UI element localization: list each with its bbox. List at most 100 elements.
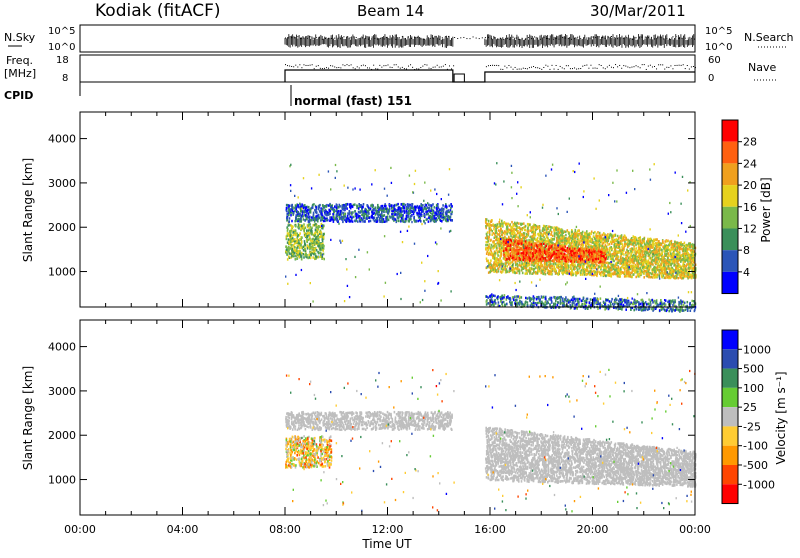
scatter-cell — [408, 206, 410, 209]
scatter-cell — [295, 234, 297, 237]
noise-search-dot — [362, 37, 363, 38]
nave-dot — [326, 67, 327, 68]
scatter-cell — [330, 208, 332, 211]
scatter-cell — [685, 275, 687, 278]
scatter-cell — [639, 250, 641, 253]
nave-dot — [644, 64, 645, 65]
noise-search-dot — [537, 38, 538, 39]
scatter-cell — [616, 251, 618, 254]
scatter-cell — [323, 210, 325, 213]
scatter-cell — [443, 210, 445, 213]
nave-dot — [338, 67, 339, 68]
scatter-cell — [290, 224, 292, 227]
noise-search-dot — [390, 39, 391, 40]
scatter-cell — [498, 264, 500, 267]
scatter-cell — [303, 253, 305, 256]
noise-search-dot — [596, 37, 597, 38]
scatter-cell — [295, 225, 297, 228]
nave-dot — [385, 65, 386, 66]
scatter-cell — [339, 218, 341, 221]
scatter-cell — [290, 234, 292, 237]
noise-search-dot — [672, 36, 673, 37]
scatter-cell — [521, 266, 523, 269]
nave-dot — [599, 64, 600, 65]
scatter-cell — [304, 243, 306, 246]
scatter-cell — [392, 217, 394, 220]
scatter-cell — [508, 247, 510, 250]
nave-dot — [519, 69, 520, 70]
scatter-cell — [350, 216, 352, 219]
nave-dot — [574, 67, 575, 68]
noise-search-dot — [337, 38, 338, 39]
noise-search-dot — [334, 38, 335, 39]
scatter-cell — [319, 231, 321, 234]
scatter-cell — [529, 224, 531, 227]
scatter-cell — [519, 261, 521, 264]
nave-dot — [332, 66, 333, 67]
scatter-cell — [427, 206, 429, 209]
scatter-cell — [626, 275, 628, 278]
nave-dot — [605, 68, 606, 69]
noise-search-dot — [589, 38, 590, 39]
scatter-cell — [434, 212, 436, 215]
scatter-cell — [573, 236, 575, 239]
scatter-cell — [430, 210, 432, 213]
noise-search-dot — [365, 38, 366, 39]
scatter-cell — [352, 220, 354, 223]
scatter-cell — [301, 236, 303, 239]
scatter-cell — [580, 240, 582, 243]
scatter-cell — [358, 203, 360, 206]
scatter-cell — [356, 207, 358, 210]
scatter-cell — [309, 221, 311, 224]
noise-search-dot — [685, 38, 686, 39]
noise-search-dot — [331, 38, 332, 39]
nave-dot — [488, 65, 489, 66]
noise-search-dot — [506, 38, 507, 39]
scatter-cell — [526, 233, 528, 236]
scatter-cell — [303, 218, 305, 221]
scatter-cell — [294, 252, 296, 255]
scatter-cell — [309, 243, 311, 246]
scatter-cell — [311, 207, 313, 210]
scatter-cell — [286, 235, 288, 238]
scatter-cell — [349, 210, 351, 213]
scatter-cell — [552, 235, 554, 238]
scatter-cell — [402, 203, 404, 206]
nave-dot — [552, 65, 553, 66]
scatter-cell — [371, 211, 373, 214]
scatter-cell — [363, 217, 365, 220]
scatter-cell — [311, 245, 313, 248]
nave-dot — [568, 65, 569, 66]
scatter-cell — [323, 236, 325, 239]
scatter-cell — [419, 206, 421, 209]
scatter-cell — [623, 253, 625, 256]
scatter-cell — [291, 248, 293, 251]
scatter-cell — [290, 205, 292, 208]
scatter-cell — [331, 204, 333, 207]
scatter-cell — [490, 239, 492, 242]
scatter-cell — [323, 258, 325, 261]
scatter-cell — [295, 249, 297, 252]
nave-dot — [666, 67, 667, 68]
scatter-cell — [398, 210, 400, 213]
nave-dot — [631, 67, 632, 68]
nave-dot — [394, 64, 395, 65]
noise-search-dot — [663, 38, 664, 39]
scatter-cell — [310, 209, 312, 212]
noise-search-dot — [426, 38, 427, 39]
scatter-cell — [416, 220, 418, 223]
scatter-cell — [488, 253, 490, 256]
noise-search-dot — [473, 36, 474, 37]
nave-dot — [683, 64, 684, 65]
scatter-cell — [374, 207, 376, 210]
scatter-cell — [643, 248, 645, 251]
scatter-cell — [636, 247, 638, 250]
scatter-cell — [401, 207, 403, 210]
noise-search-dot — [568, 38, 569, 39]
scatter-cell — [445, 211, 447, 214]
scatter-cell — [376, 211, 378, 214]
scatter-cell — [425, 207, 427, 210]
scatter-cell — [294, 220, 296, 223]
noise-search-dot — [605, 38, 606, 39]
